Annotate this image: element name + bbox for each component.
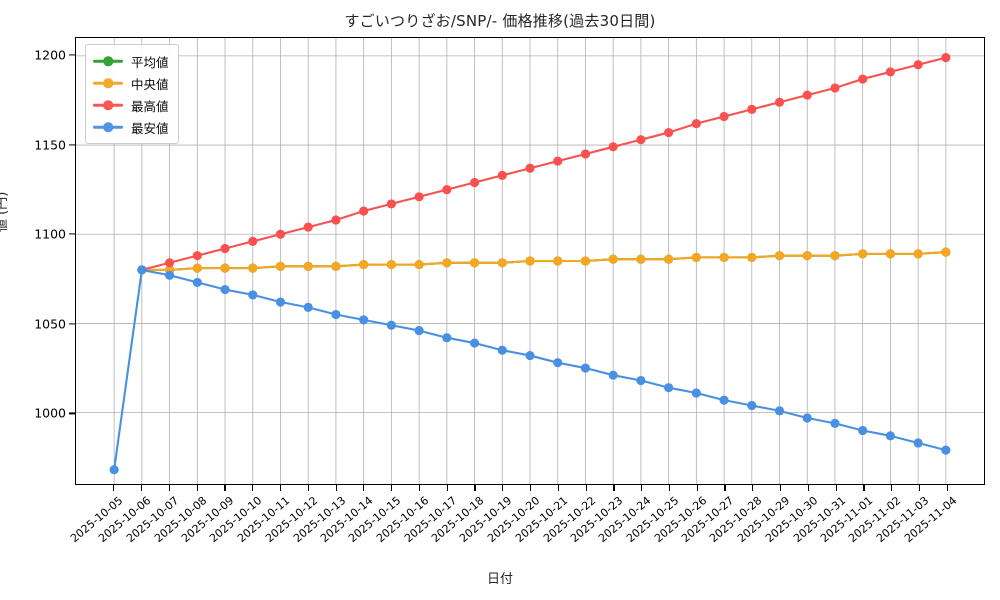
x-tick-mark <box>613 485 615 491</box>
legend-swatch-icon <box>93 77 123 89</box>
legend-swatch-icon <box>93 55 123 67</box>
legend-item-平均値[interactable]: 平均値 <box>93 50 169 72</box>
x-tick-mark <box>724 485 726 491</box>
y-axis-ticks: 1000 1050 1100 1150 1200 <box>0 37 75 485</box>
x-tick-mark <box>113 485 115 491</box>
x-tick-mark <box>668 485 671 491</box>
y-tick-mark <box>69 412 75 414</box>
chart-legend[interactable]: 平均値中央値最高値最安値 <box>85 44 179 144</box>
y-tick-label: 1100 <box>34 226 66 242</box>
x-axis-label: 日付 <box>486 572 513 587</box>
legend-item-中央値[interactable]: 中央値 <box>93 72 169 94</box>
x-tick-mark <box>585 485 587 491</box>
y-tick-label: 1150 <box>34 137 66 153</box>
x-tick-mark <box>363 485 365 491</box>
x-tick-mark <box>835 485 837 491</box>
x-tick-mark <box>141 485 143 491</box>
x-tick-mark <box>474 485 476 491</box>
y-tick-label: 1050 <box>34 316 66 332</box>
x-tick-mark <box>946 485 948 491</box>
x-axis-ticks: 2025-10-05 2025-10-06 2025-10-07 2025-10-08… <box>68 485 985 595</box>
y-tick-mark <box>69 233 75 235</box>
legend-label: 最安値 <box>131 120 169 136</box>
x-tick-mark <box>279 485 282 491</box>
series-最高値 <box>137 53 951 275</box>
series-中央値 <box>137 247 951 275</box>
x-tick-mark <box>807 485 810 491</box>
y-tick-label: 1200 <box>34 47 66 63</box>
data-series-layer <box>109 53 951 475</box>
x-tick-mark <box>696 485 698 491</box>
x-tick-mark <box>391 485 393 491</box>
x-tick-mark <box>196 485 198 491</box>
x-tick-mark <box>446 485 448 491</box>
legend-label: 最高値 <box>131 98 169 114</box>
chart-title: すごいつりざお/SNP/- 価格推移(過去30日間) <box>344 12 656 30</box>
x-tick-mark <box>752 485 754 491</box>
x-tick-mark <box>502 485 504 491</box>
x-tick-mark <box>891 485 893 491</box>
x-tick-mark <box>418 485 421 491</box>
x-tick-mark <box>918 485 921 491</box>
x-tick-mark <box>557 485 559 491</box>
x-tick-mark <box>252 485 254 491</box>
legend-item-最高値[interactable]: 最高値 <box>93 94 169 116</box>
y-tick-label: 1000 <box>34 405 66 421</box>
x-tick-mark <box>530 485 532 491</box>
legend-label: 平均値 <box>131 54 169 70</box>
x-tick-mark <box>335 485 337 491</box>
legend-label: 中央値 <box>131 76 169 92</box>
x-tick-mark <box>224 485 226 491</box>
y-tick-mark <box>69 143 75 146</box>
x-tick-mark <box>307 485 309 491</box>
x-tick-mark <box>780 485 782 491</box>
legend-swatch-icon <box>93 99 123 111</box>
series-最安値 <box>109 265 951 475</box>
x-tick-mark <box>863 485 865 491</box>
legend-item-最安値[interactable]: 最安値 <box>93 116 169 138</box>
y-tick-mark <box>69 54 75 56</box>
legend-swatch-icon <box>93 121 123 133</box>
x-tick-mark <box>641 485 643 491</box>
y-tick-mark <box>69 323 75 325</box>
x-tick-mark <box>168 485 170 491</box>
plot-area <box>75 37 985 485</box>
